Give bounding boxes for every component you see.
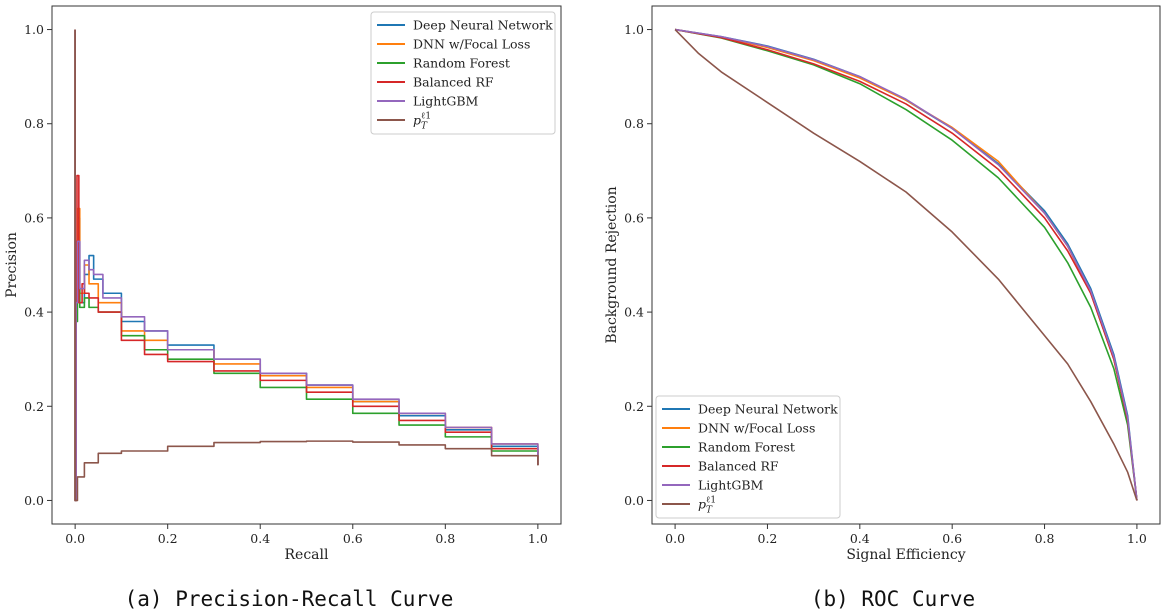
y-tick-label: 0.6 bbox=[624, 210, 644, 225]
chart-panel-1: 0.0 0.2 0.4 0.6 0.8 1.0 0.0 0.2 0.4 0.6 0.8 1.0 Sign… bbox=[604, 5, 1161, 563]
x-tick-label: 0.8 bbox=[435, 531, 455, 546]
series-line-2 bbox=[674, 28, 1138, 501]
series-line-5 bbox=[674, 28, 1138, 501]
y-tick-label: 0.8 bbox=[24, 116, 44, 131]
x-tick-label: 0.8 bbox=[1035, 531, 1055, 546]
x-tick-label: 0.6 bbox=[343, 531, 363, 546]
legend-box bbox=[370, 11, 556, 135]
legend-label: Balanced RF bbox=[698, 459, 779, 474]
x-tick-label: 0.2 bbox=[158, 531, 178, 546]
x-tick-label: 0.2 bbox=[758, 531, 778, 546]
series-line-4 bbox=[674, 28, 1138, 501]
series-group bbox=[74, 29, 539, 502]
x-tick-label: 0.0 bbox=[665, 531, 685, 546]
x-tick-label: 0.6 bbox=[942, 531, 962, 546]
y-tick-label: 1.0 bbox=[624, 22, 644, 37]
x-tick-label: 0.4 bbox=[250, 531, 270, 546]
plot-frame bbox=[51, 5, 562, 525]
x-tick-label: 1.0 bbox=[528, 531, 548, 546]
x-tick-label: 0.4 bbox=[850, 531, 870, 546]
legend-label: Deep Neural Network bbox=[698, 402, 838, 417]
legend-label: DNN w/Focal Loss bbox=[413, 37, 530, 52]
legend: Deep Neural Network DNN w/Focal Loss Rando… bbox=[655, 395, 841, 519]
chart-caption-a: (a) Precision-Recall Curve bbox=[125, 587, 454, 611]
y-axis-label: Background Rejection bbox=[604, 186, 620, 343]
legend-label: DNN w/Focal Loss bbox=[698, 421, 815, 436]
legend: Deep Neural Network DNN w/Focal Loss Rando… bbox=[370, 11, 556, 135]
legend-label: LightGBM bbox=[698, 478, 764, 493]
x-axis-label: Recall bbox=[285, 547, 329, 563]
legend-label: Random Forest bbox=[698, 440, 795, 455]
y-tick-label: 0.4 bbox=[24, 305, 44, 320]
legend-label: pTℓ1 bbox=[413, 112, 431, 132]
legend-label: pTℓ1 bbox=[698, 496, 716, 516]
y-tick-label: 0.0 bbox=[624, 493, 644, 508]
series-line-3 bbox=[74, 29, 539, 502]
chart-caption-b: (b) ROC Curve bbox=[811, 587, 975, 611]
x-axis-label: Signal Efficiency bbox=[846, 547, 965, 563]
y-tick-label: 0.6 bbox=[24, 210, 44, 225]
y-tick-label: 0.0 bbox=[24, 493, 44, 508]
y-tick-label: 0.4 bbox=[624, 305, 644, 320]
legend-label: LightGBM bbox=[413, 94, 479, 109]
plot-frame bbox=[651, 5, 1161, 525]
series-line-5 bbox=[74, 29, 539, 502]
series-line-4 bbox=[74, 29, 539, 502]
y-tick-label: 0.8 bbox=[624, 116, 644, 131]
y-tick-label: 0.2 bbox=[624, 399, 644, 414]
legend-label: Random Forest bbox=[413, 56, 510, 71]
x-tick-label: 0.0 bbox=[65, 531, 85, 546]
x-tick-label: 1.0 bbox=[1127, 531, 1147, 546]
chart-panel-0: 0.0 0.2 0.4 0.6 0.8 1.0 0.0 0.2 0.4 0.6 0.8 1.0 Reca… bbox=[4, 5, 562, 563]
y-axis-label: Precision bbox=[4, 232, 20, 298]
y-tick-label: 1.0 bbox=[24, 22, 44, 37]
legend-label: Balanced RF bbox=[413, 75, 494, 90]
legend-label: Deep Neural Network bbox=[413, 18, 553, 33]
legend-box bbox=[655, 395, 841, 519]
series-group bbox=[674, 28, 1138, 501]
y-tick-label: 0.2 bbox=[24, 399, 44, 414]
